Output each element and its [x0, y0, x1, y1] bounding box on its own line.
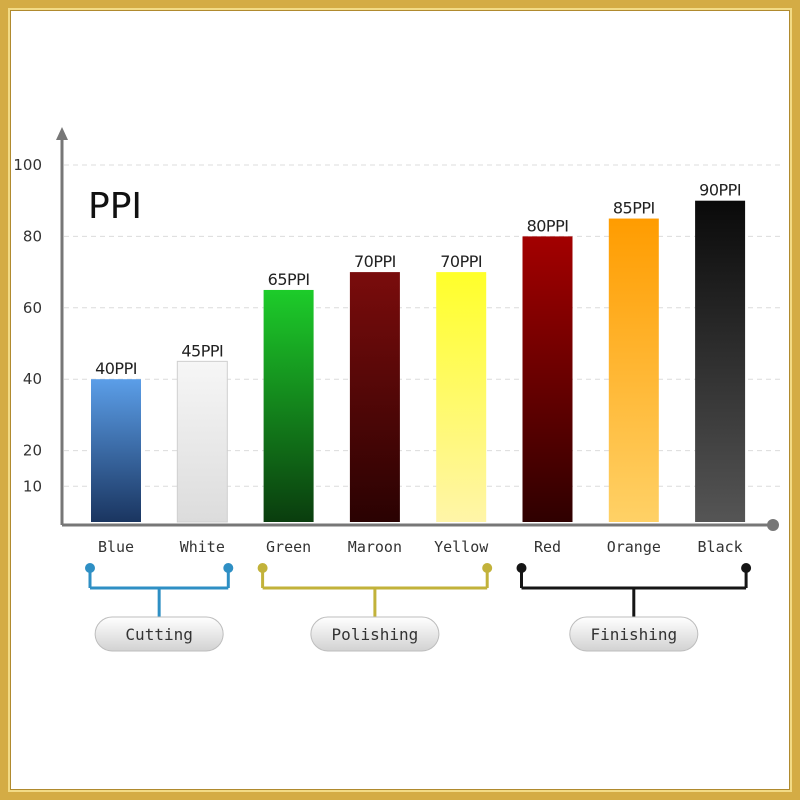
data-label: 90PPI	[699, 181, 741, 200]
group-pill	[310, 616, 440, 652]
y-tick-label: 100	[13, 156, 42, 174]
data-label: 85PPI	[613, 199, 655, 218]
bar-green	[263, 289, 314, 522]
bracket-dot	[516, 563, 527, 573]
data-label: 40PPI	[95, 359, 137, 378]
data-label: 45PPI	[181, 341, 223, 360]
group-cutting: Cutting	[85, 563, 234, 652]
group-pill-label: Finishing	[590, 625, 677, 644]
x-tick-label: Blue	[98, 538, 134, 556]
x-tick-label: Yellow	[434, 538, 489, 556]
y-tick-label: 60	[23, 299, 42, 317]
y-tick-label: 20	[23, 442, 42, 460]
bracket-dot	[741, 563, 752, 573]
bar-blue	[91, 379, 141, 522]
axes	[56, 127, 779, 531]
bracket-dot	[482, 563, 493, 573]
data-label: 80PPI	[527, 216, 569, 235]
y-axis-arrow	[56, 127, 68, 140]
x-tick-label: Green	[266, 538, 311, 556]
bar-red	[522, 236, 573, 522]
y-tick-labels: 10 20 40 60 80 100	[13, 156, 42, 495]
y-tick-label: 10	[23, 477, 42, 495]
bar-yellow	[436, 272, 487, 522]
group-polishing: Polishing	[257, 563, 493, 652]
data-labels: 40PPI 45PPI 65PPI 70PPI 70PPI 80PPI 85PPI 90PPI	[95, 181, 741, 379]
data-label: 65PPI	[268, 270, 310, 289]
y-tick-label: 40	[23, 370, 42, 388]
bracket-dot	[223, 563, 234, 573]
bracket-dot	[85, 563, 95, 573]
bar-black	[695, 200, 746, 522]
category-groups: Cutting Polishing Finishing	[85, 563, 752, 652]
chart-title: PPI	[88, 186, 142, 227]
bar-orange	[608, 218, 659, 523]
x-tick-labels: Blue White Green Maroon Yellow Red Orange Black	[98, 538, 743, 556]
x-axis-end-dot	[767, 519, 779, 531]
data-label: 70PPI	[354, 252, 396, 271]
y-tick-label: 80	[23, 227, 42, 245]
group-pill	[569, 616, 699, 652]
group-finishing: Finishing	[516, 563, 752, 652]
bracket-dot	[257, 563, 268, 573]
group-pill	[94, 616, 224, 652]
data-label: 70PPI	[440, 252, 482, 271]
x-tick-label: Orange	[607, 538, 661, 556]
x-tick-label: White	[180, 538, 225, 556]
bar-white	[176, 360, 228, 523]
bars	[91, 200, 746, 523]
group-pill-label: Cutting	[125, 625, 192, 644]
bar-maroon	[349, 272, 400, 522]
x-tick-label: Maroon	[348, 538, 402, 556]
x-tick-label: Red	[534, 538, 561, 556]
x-tick-label: Black	[698, 538, 743, 556]
group-pill-label: Polishing	[332, 625, 419, 644]
gridlines	[64, 164, 780, 487]
